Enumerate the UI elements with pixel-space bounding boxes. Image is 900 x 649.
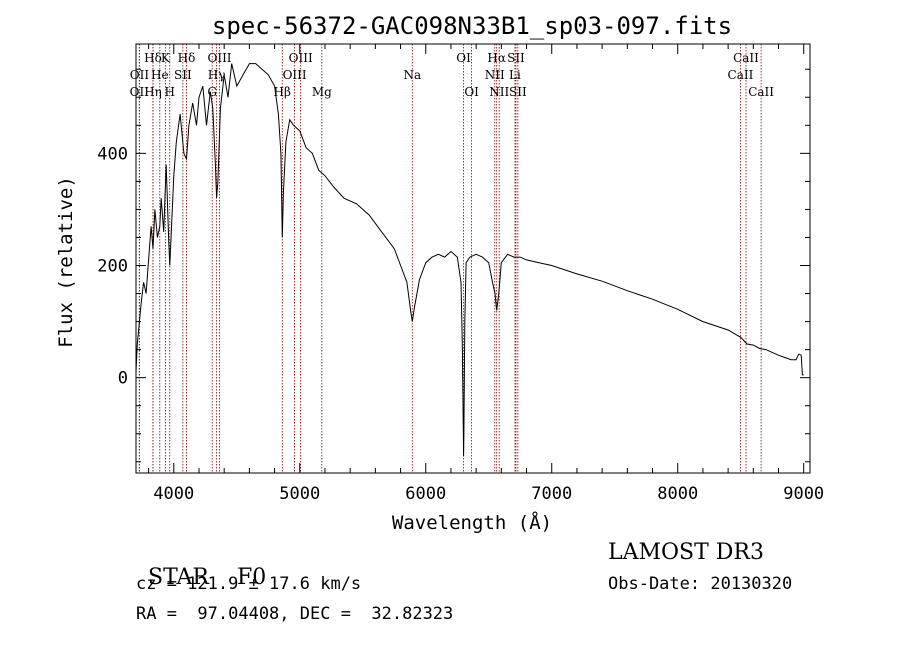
spectral-line-label: OI: [464, 85, 479, 99]
x-axis-label: Wavelength (Å): [392, 511, 552, 534]
spectral-line-markers: [138, 44, 762, 473]
spectral-line-label: K: [161, 51, 171, 65]
spectral-line-label: NII: [489, 85, 509, 99]
redshift-velocity: cz = 121.9 ± 17.6 km/s: [136, 574, 362, 594]
x-tick-label: 7000: [531, 484, 572, 504]
object-class: STAR F0: [134, 540, 266, 590]
observation-date: Obs-Date: 20130320: [608, 574, 793, 594]
spectral-line-label: Hγ: [208, 68, 226, 82]
spectral-line-label: Hα: [487, 51, 506, 65]
spectral-line-label: Na: [403, 68, 421, 82]
spectral-line-label: SII: [507, 51, 525, 65]
spectral-line-label: H: [165, 85, 175, 99]
spectral-line-label: Hδ: [178, 51, 196, 65]
subclass-label: F0: [236, 565, 267, 590]
chart-title: spec-56372-GAC098N33B1_sp03-097.fits: [212, 12, 732, 40]
spectral-line-label: CaII: [733, 51, 759, 65]
spectral-line-label: CaII: [728, 68, 754, 82]
spectral-line-label: OI: [456, 51, 471, 65]
x-tick-label: 5000: [279, 484, 320, 504]
spectral-line-label: CaII: [748, 85, 774, 99]
spectral-line-label: OII: [130, 68, 150, 82]
y-tick-label: 200: [97, 257, 128, 277]
x-tick-label: 9000: [783, 484, 824, 504]
spectral-line-label: OII: [130, 85, 150, 99]
plot-frame: [135, 43, 811, 474]
spectrum-series-line: [135, 63, 804, 457]
survey-label: LAMOST DR3: [608, 540, 764, 565]
spectral-line-label: SII: [509, 85, 527, 99]
spectral-line-label: OIII: [289, 51, 313, 65]
class-label: STAR: [148, 565, 209, 590]
x-tick-label: 4000: [153, 484, 194, 504]
spectral-line-label: G: [207, 85, 217, 99]
x-tick-label: 8000: [657, 484, 698, 504]
axis-ticks: 4000 5000 6000 7000 8000 9000 0 200 400: [97, 44, 824, 504]
y-axis-label: Flux (relative): [55, 176, 77, 348]
spectral-line-label: Hδ: [144, 51, 162, 65]
x-tick-label: 6000: [405, 484, 446, 504]
spectral-line-label: OIII: [207, 51, 231, 65]
spectral-line-label: SII: [174, 68, 192, 82]
spectral-line-label: NII: [485, 68, 505, 82]
coordinates: RA = 97.04408, DEC = 32.82323: [136, 604, 454, 624]
spectral-line-label: Hη: [144, 85, 162, 99]
spectral-line-label: Mg: [312, 85, 332, 99]
spectral-line-label: He: [151, 68, 169, 82]
spectral-line-label: Li: [509, 68, 521, 82]
spectral-line-label: Hβ: [274, 85, 291, 99]
y-tick-label: 0: [118, 369, 128, 389]
y-tick-label: 400: [97, 144, 128, 164]
spectral-line-label: OIII: [283, 68, 307, 82]
